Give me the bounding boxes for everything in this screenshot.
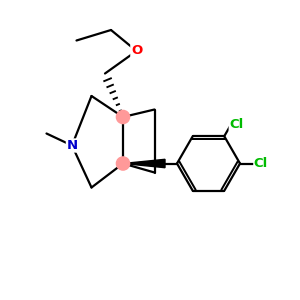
Text: O: O: [131, 44, 142, 58]
Circle shape: [116, 110, 130, 124]
Polygon shape: [123, 159, 165, 168]
Text: Cl: Cl: [229, 118, 244, 131]
Text: Cl: Cl: [254, 157, 268, 170]
Circle shape: [116, 157, 130, 170]
Text: N: N: [66, 139, 78, 152]
